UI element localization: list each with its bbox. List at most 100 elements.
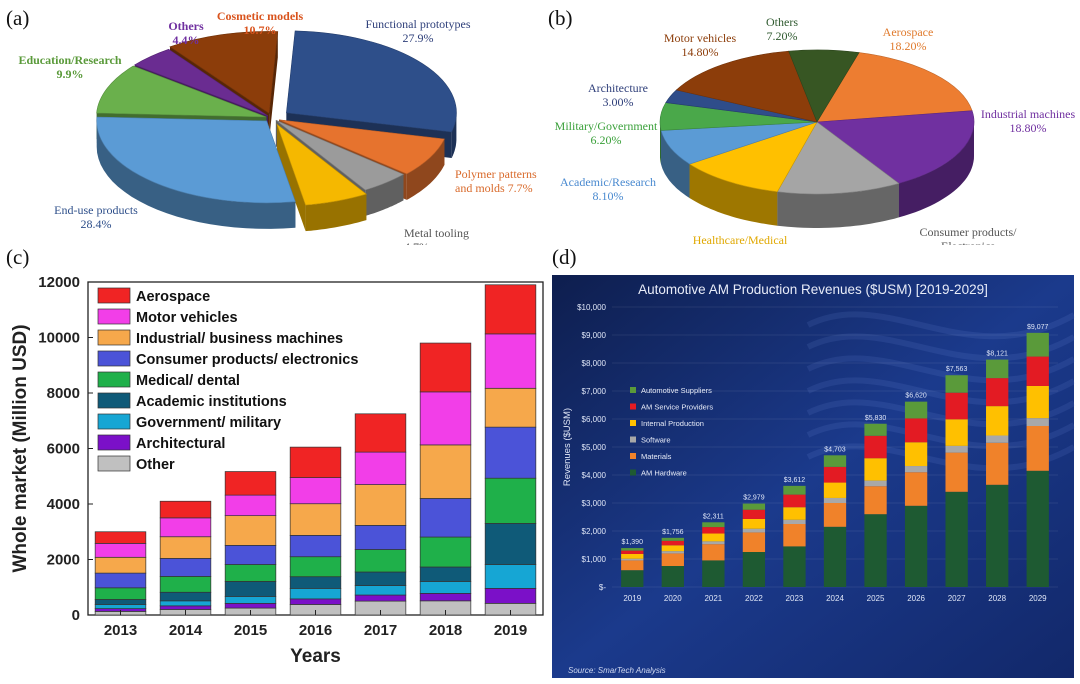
bar-segment	[484, 588, 537, 604]
y-tick-label: 8000	[47, 385, 80, 402]
x-tick-label: 2023	[786, 594, 804, 603]
bar-segment	[419, 391, 472, 446]
x-tick-label: 2020	[664, 594, 682, 603]
y-tick-label: $8,000	[582, 359, 607, 368]
legend-swatch	[97, 455, 131, 472]
bar-segment	[904, 442, 928, 467]
bar-segment	[702, 533, 725, 542]
legend-swatch	[97, 434, 131, 451]
bar-segment	[289, 477, 342, 505]
bar-segment	[224, 471, 277, 496]
bar-segment	[823, 482, 847, 498]
pie-label-line: Polymer patterns	[455, 167, 537, 181]
bar-segment	[1026, 356, 1049, 386]
bar-segment	[783, 519, 806, 524]
bar-segment	[742, 509, 766, 519]
bar-segment	[224, 564, 277, 582]
bar-segment	[94, 531, 147, 544]
pie-slice-functional-prototypes	[286, 30, 457, 133]
pie-label: Consumer products/Electronics12.80%	[920, 225, 1018, 245]
pie-label-line: Others	[168, 19, 204, 33]
x-tick-label: 2024	[826, 594, 844, 603]
y-tick-label: 4000	[47, 496, 80, 513]
bar-segment	[159, 605, 212, 610]
pie-chart-a: Functional prototypes 27.9% Polymer patter…	[18, 9, 537, 245]
pie-slice-consumer-products-electronics	[776, 121, 900, 195]
legend-swatch	[97, 371, 131, 388]
bar-segment	[823, 497, 847, 503]
pie-label: Aerospace 18.20%	[883, 25, 934, 53]
y-tick-label: $1,000	[582, 555, 607, 564]
pie-slice-rim	[406, 139, 445, 200]
pie-slice-rim	[689, 164, 778, 226]
y-tick-label: 10000	[38, 330, 80, 347]
bar-segment	[419, 444, 472, 499]
legend-swatch	[630, 420, 636, 426]
pie-label: Academic/Research 8.10%	[560, 175, 656, 203]
bar-segment	[224, 544, 277, 565]
bar-segment	[742, 503, 766, 510]
total-label: $1,756	[662, 529, 684, 536]
legend-label: AM Service Providers	[641, 403, 713, 412]
y-axis-label: Whole market (Million USD)	[10, 324, 31, 572]
bar-segment	[289, 588, 342, 600]
pie-label: Industrial machines 18.80%	[981, 107, 1076, 135]
y-tick-label: $4,000	[582, 471, 607, 480]
bar-segment	[864, 486, 887, 515]
bar-segment	[945, 392, 968, 420]
pie-label-line: Aerospace	[883, 25, 934, 39]
total-label: $8,121	[986, 351, 1008, 358]
pie-slice-end-use-products	[96, 116, 296, 204]
bar-segment	[224, 581, 277, 597]
bar-segment	[159, 500, 212, 519]
pie-slice-rim	[777, 183, 899, 228]
pie-label-line: 27.9%	[403, 31, 434, 45]
pie-label-line: Metal tooling	[404, 226, 469, 240]
bar-segment	[783, 524, 806, 547]
panel-a: (a) Functional prototypes 27.9% Polymer pa…	[0, 0, 540, 245]
legend-label: Automotive Suppliers	[641, 386, 712, 395]
legend-swatch	[97, 287, 131, 304]
bar-segment	[864, 514, 887, 587]
y-tick-label: 12000	[38, 274, 80, 291]
bar-segment	[823, 466, 847, 483]
bar-segment	[354, 525, 407, 550]
pie-slice-others	[134, 48, 269, 117]
bar-segment	[904, 418, 928, 443]
bar-segment	[484, 564, 537, 589]
x-tick-label: 2017	[364, 622, 397, 639]
bar-segment	[94, 556, 147, 574]
bar-segment	[986, 484, 1009, 587]
pie-slice-side	[277, 124, 306, 232]
pie-slice-others	[788, 49, 860, 123]
legend-label: Industrial/ business machines	[136, 331, 343, 347]
bar-segment	[94, 604, 147, 609]
total-label: $2,979	[743, 495, 765, 502]
bar-segment	[742, 518, 766, 529]
bar-segment	[419, 498, 472, 538]
bar-segment	[484, 284, 537, 335]
bar-segment	[419, 566, 472, 582]
bar-segment	[904, 466, 928, 473]
bar-segment	[661, 540, 684, 546]
legend-swatch	[630, 469, 636, 476]
legend-swatch	[630, 453, 636, 459]
panel-c-label: (c)	[6, 245, 30, 269]
bar-segment	[419, 342, 472, 393]
pie-label: Functional prototypes 27.9%	[366, 17, 471, 45]
pie-slice-rim	[365, 174, 404, 216]
bar-segment	[621, 560, 644, 571]
bar-segment	[986, 435, 1009, 443]
total-label: $2,311	[703, 513, 724, 520]
bar-segment	[621, 553, 644, 559]
pie-slice-industrial-machines	[816, 110, 975, 184]
bar-segment	[289, 576, 342, 589]
y-tick-label: $10,000	[577, 303, 606, 312]
pie-label: Metal tooling4.7%	[404, 226, 469, 245]
bar-segment	[289, 446, 342, 478]
pie-slice-rim	[305, 194, 367, 232]
x-tick-label: 2021	[704, 594, 722, 603]
pie-label-line: Academic/Research	[560, 175, 656, 189]
chart-title: Automotive AM Production Revenues ($USM)…	[638, 282, 988, 297]
bar-segment	[621, 550, 644, 554]
